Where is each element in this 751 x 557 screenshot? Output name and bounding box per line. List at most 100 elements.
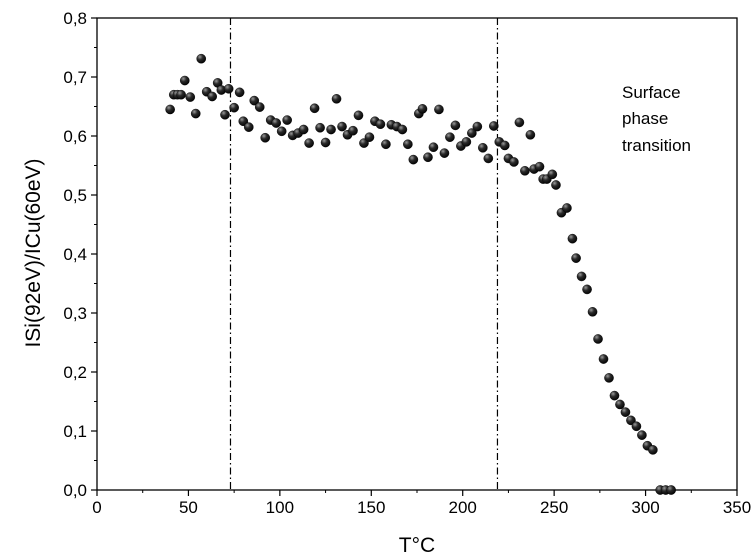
data-point: [320, 137, 331, 148]
data-point: [229, 102, 239, 113]
data-point: [326, 124, 336, 135]
data-point: [514, 117, 525, 128]
x-axis-title: T°C: [399, 534, 435, 557]
data-point: [304, 138, 314, 148]
x-tick-label: 50: [179, 498, 198, 517]
data-point: [571, 253, 581, 263]
y-tick-label: 0,7: [63, 68, 87, 87]
y-axis-title: ISi(92eV)/ICu(60eV): [22, 158, 45, 347]
data-point: [637, 430, 647, 440]
axes: [91, 17, 738, 496]
data-point: [631, 421, 642, 432]
data-point: [428, 142, 439, 153]
data-point: [353, 110, 364, 121]
x-tick-label: 300: [631, 498, 659, 517]
data-point: [467, 128, 477, 138]
data-point: [223, 84, 234, 94]
data-point: [408, 154, 419, 165]
data-point: [282, 115, 292, 125]
data-point: [397, 124, 408, 135]
data-point: [648, 445, 658, 455]
y-tick-label: 0,3: [63, 304, 87, 323]
data-point: [185, 92, 196, 102]
data-point: [534, 161, 545, 172]
data-point: [615, 399, 625, 410]
data-point: [359, 138, 369, 148]
data-point: [472, 121, 483, 132]
data-point: [439, 148, 450, 158]
y-tick-label: 0,1: [63, 422, 87, 441]
data-point: [604, 373, 614, 383]
data-point: [609, 390, 620, 401]
data-point: [348, 125, 358, 136]
data-point: [238, 116, 249, 127]
data-point: [254, 102, 265, 112]
data-point: [381, 139, 391, 150]
data-point: [582, 284, 592, 295]
data-point: [243, 122, 254, 132]
data-point: [520, 166, 530, 176]
data-point: [423, 152, 433, 163]
x-tick-label: 350: [723, 498, 751, 517]
data-point: [666, 485, 676, 495]
data-point: [271, 118, 282, 128]
data-point: [562, 203, 572, 213]
data-point: [478, 142, 488, 153]
data-point: [587, 307, 598, 317]
data-point: [547, 169, 558, 180]
data-point: [179, 75, 190, 86]
y-tick-label: 0,8: [63, 9, 87, 28]
data-point: [626, 415, 636, 426]
data-point: [461, 137, 472, 147]
data-points: [165, 53, 676, 495]
y-tick-label: 0,0: [63, 481, 87, 500]
data-point: [551, 180, 561, 190]
data-point: [315, 122, 325, 133]
data-point: [598, 354, 609, 364]
data-point: [417, 104, 428, 114]
data-point: [483, 153, 494, 164]
data-point: [525, 130, 536, 140]
data-point: [190, 108, 201, 119]
x-tick-label: 250: [540, 498, 568, 517]
annotation-line-3: transition: [622, 136, 691, 155]
data-point: [364, 132, 375, 142]
x-tick-label: 200: [449, 498, 477, 517]
data-point: [276, 126, 287, 137]
x-tick-label: 150: [357, 498, 385, 517]
data-point: [165, 104, 175, 115]
data-point: [220, 109, 230, 120]
data-point: [593, 334, 603, 344]
data-point: [249, 95, 260, 106]
data-point: [488, 121, 499, 131]
x-tick-label: 100: [266, 498, 294, 517]
y-tick-label: 0,6: [63, 127, 87, 146]
data-point: [567, 233, 578, 244]
data-point: [450, 120, 461, 131]
data-point: [207, 91, 217, 102]
x-tick-label: 0: [92, 498, 101, 517]
annotation-line-1: Surface: [622, 83, 681, 102]
reference-lines: [229, 18, 499, 490]
data-point: [331, 94, 342, 104]
y-tick-label: 0,5: [63, 186, 87, 205]
y-tick-label: 0,4: [63, 245, 87, 264]
data-point: [260, 132, 271, 143]
data-point: [234, 87, 245, 98]
data-point: [298, 124, 309, 135]
data-point: [434, 104, 444, 115]
data-point: [509, 157, 519, 167]
data-point: [403, 139, 413, 150]
annotation-line-2: phase: [622, 109, 668, 128]
data-point: [309, 103, 320, 114]
data-point: [445, 132, 455, 142]
data-point: [576, 271, 587, 282]
y-tick-label: 0,2: [63, 363, 87, 382]
data-point: [176, 89, 186, 100]
data-point: [620, 407, 631, 417]
data-point: [337, 121, 347, 132]
data-point: [196, 53, 207, 64]
data-point: [499, 140, 510, 151]
tick-labels: 0 50 100 150 200 250 300 350 0,0 0,1 0,2 0,3 0,4 0,5 0…: [63, 9, 751, 517]
